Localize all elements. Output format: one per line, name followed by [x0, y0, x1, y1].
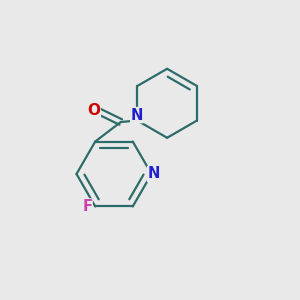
Text: O: O	[87, 103, 100, 118]
Text: N: N	[131, 108, 143, 123]
Text: N: N	[147, 167, 160, 182]
Text: F: F	[82, 199, 92, 214]
